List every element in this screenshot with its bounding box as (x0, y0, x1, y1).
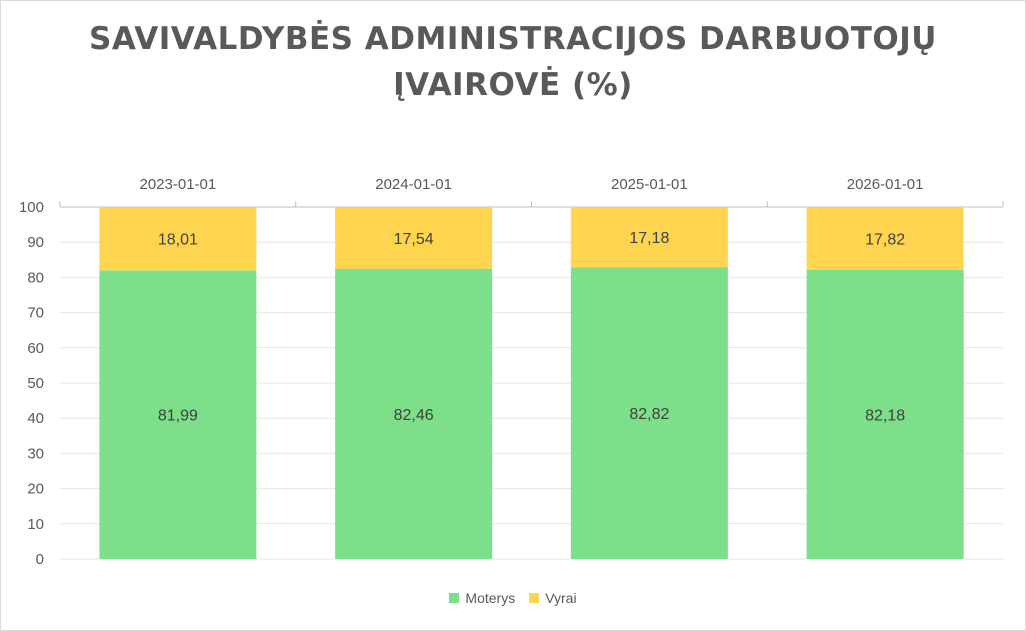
y-tick-label: 30 (27, 445, 44, 462)
legend-swatch-vyrai (529, 593, 540, 603)
category-label: 2025-01-01 (611, 176, 688, 193)
chart-legend: Moterys Vyrai (0, 590, 1026, 606)
legend-label-moterys: Moterys (465, 590, 516, 606)
legend-swatch-moterys (449, 593, 460, 603)
data-label-moterys: 82,82 (629, 406, 669, 423)
bar-moterys (335, 268, 493, 559)
data-label-moterys: 82,46 (394, 407, 434, 424)
data-label-vyrai: 17,18 (629, 230, 669, 247)
chart-title-line-1: SAVIVALDYBĖS ADMINISTRACIJOS DARBUOTOJŲ (89, 21, 937, 57)
bar-vyrai (335, 207, 493, 269)
legend-item-vyrai: Vyrai (529, 590, 577, 606)
category-label: 2024-01-01 (375, 176, 452, 193)
bar-vyrai (99, 207, 257, 271)
y-tick-label: 90 (27, 234, 44, 251)
bar-moterys (570, 267, 728, 559)
data-label-vyrai: 17,54 (394, 231, 434, 248)
y-tick-label: 80 (27, 269, 44, 286)
y-tick-label: 70 (27, 305, 44, 322)
category-label: 2023-01-01 (140, 176, 217, 193)
y-tick-label: 100 (19, 199, 44, 216)
y-tick-label: 10 (27, 516, 44, 533)
data-label-moterys: 82,18 (865, 407, 905, 424)
data-label-moterys: 81,99 (158, 408, 198, 425)
category-label: 2026-01-01 (847, 176, 924, 193)
legend-label-vyrai: Vyrai (545, 590, 577, 606)
chart-title: SAVIVALDYBĖS ADMINISTRACIJOS DARBUOTOJŲ … (0, 16, 1026, 108)
y-tick-label: 0 (36, 551, 44, 568)
bar-moterys (99, 270, 257, 559)
bar-vyrai (570, 207, 728, 268)
chart-title-line-2: ĮVAIROVĖ (%) (393, 67, 633, 103)
y-tick-label: 50 (27, 375, 44, 392)
bar-moterys (806, 269, 964, 559)
y-tick-label: 40 (27, 410, 44, 427)
data-label-vyrai: 17,82 (865, 231, 905, 248)
bar-vyrai (806, 207, 964, 270)
y-tick-label: 60 (27, 340, 44, 357)
y-tick-label: 20 (27, 481, 44, 498)
data-label-vyrai: 18,01 (158, 232, 198, 249)
legend-item-moterys: Moterys (449, 590, 515, 606)
